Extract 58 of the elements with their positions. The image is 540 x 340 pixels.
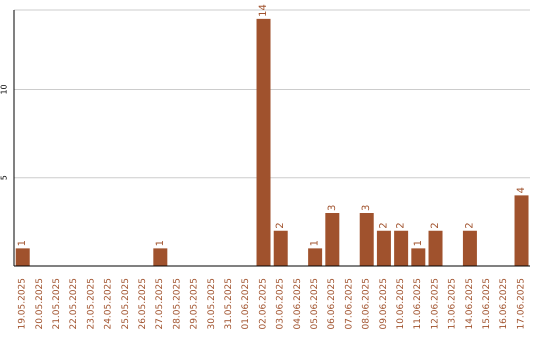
x-tick-label: 24.05.2025: [104, 278, 114, 330]
data-label: 2: [275, 222, 286, 229]
x-tick-label: 15.06.2025: [482, 278, 492, 330]
x-tick-label: 29.05.2025: [190, 278, 200, 330]
x-tick-label: 12.06.2025: [430, 278, 440, 330]
bar: [376, 230, 391, 266]
bar: [256, 18, 271, 266]
x-tick-label: 03.06.2025: [276, 278, 286, 330]
x-tick-label: 27.05.2025: [155, 278, 166, 330]
data-label: 1: [17, 240, 28, 246]
data-label: 2: [430, 222, 442, 229]
x-tick-label: 19.05.2025: [18, 278, 28, 330]
bar: [325, 213, 340, 266]
x-tick-label: 25.05.2025: [120, 278, 131, 330]
x-tick-label: 28.05.2025: [172, 278, 182, 330]
data-label: 1: [310, 240, 321, 246]
x-tick-label: 21.05.2025: [52, 278, 62, 330]
data-label: 4: [516, 187, 528, 194]
x-tick-label: 01.06.2025: [241, 278, 252, 330]
data-label: 2: [378, 222, 390, 229]
bar: [394, 230, 408, 266]
x-tick-label: 23.05.2025: [86, 278, 96, 330]
bar: [514, 195, 529, 266]
x-tick-label: 05.06.2025: [310, 278, 320, 330]
x-tick-label: 07.06.2025: [344, 278, 354, 330]
y-tick-label: 5: [0, 175, 8, 180]
x-tick-label: 26.05.2025: [138, 278, 148, 330]
x-tick-label: 10.06.2025: [396, 278, 406, 330]
x-tick-label: 08.06.2025: [362, 278, 372, 330]
x-tick-label: 31.05.2025: [224, 278, 234, 330]
data-label: 14: [258, 4, 270, 17]
data-label: 1: [412, 240, 424, 246]
x-tick-label: 11.06.2025: [413, 278, 424, 330]
bar: [360, 213, 374, 266]
data-label: 3: [361, 204, 372, 212]
bar: [428, 230, 443, 266]
x-tick-label: 09.06.2025: [378, 278, 389, 330]
x-tick-label: 14.06.2025: [464, 278, 475, 330]
bar: [462, 230, 477, 266]
bar: [308, 248, 322, 266]
data-label: 2: [396, 222, 407, 229]
bar: [153, 248, 168, 266]
data-label: 2: [464, 222, 476, 229]
x-tick-label: 04.06.2025: [292, 278, 303, 330]
x-tick-label: 20.05.2025: [34, 278, 45, 330]
x-tick-label: 13.06.2025: [448, 278, 458, 330]
bar: [16, 248, 30, 266]
x-tick-label: 06.06.2025: [327, 278, 338, 330]
bar: [411, 248, 426, 266]
x-tick-label: 22.05.2025: [69, 278, 80, 330]
data-label: 1: [154, 240, 166, 246]
x-tick-label: 16.06.2025: [499, 278, 510, 330]
x-tick-label: 02.06.2025: [258, 278, 268, 330]
x-tick-label: 17.06.2025: [516, 278, 526, 330]
data-label: 3: [326, 204, 338, 212]
y-tick-label: 10: [0, 84, 8, 95]
bar: [274, 230, 288, 266]
x-tick-label: 30.05.2025: [206, 278, 217, 330]
